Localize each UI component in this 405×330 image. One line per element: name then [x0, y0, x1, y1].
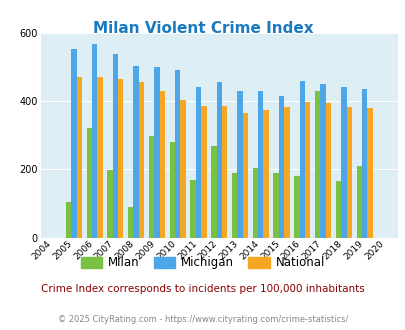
Text: Crime Index corresponds to incidents per 100,000 inhabitants: Crime Index corresponds to incidents per…	[41, 284, 364, 294]
Bar	[159, 91, 164, 238]
Legend: Milan, Michigan, National: Milan, Michigan, National	[76, 252, 329, 274]
Bar	[242, 113, 247, 238]
Bar	[346, 107, 351, 238]
Text: Milan Violent Crime Index: Milan Violent Crime Index	[92, 21, 313, 36]
Bar	[222, 106, 227, 238]
Bar	[320, 84, 325, 238]
Bar	[86, 128, 92, 238]
Bar	[263, 110, 268, 238]
Bar	[66, 202, 71, 238]
Bar	[175, 70, 180, 238]
Bar	[107, 170, 113, 238]
Bar	[340, 86, 346, 238]
Bar	[361, 89, 367, 238]
Bar	[200, 106, 206, 238]
Bar	[258, 91, 263, 238]
Bar	[71, 49, 77, 238]
Bar	[113, 54, 118, 238]
Bar	[77, 77, 82, 238]
Bar	[128, 207, 133, 238]
Bar	[190, 180, 195, 238]
Bar	[195, 86, 200, 238]
Bar	[139, 82, 144, 238]
Bar	[294, 176, 299, 238]
Bar	[97, 77, 102, 238]
Bar	[180, 100, 185, 238]
Bar	[216, 82, 222, 238]
Bar	[325, 103, 330, 238]
Text: © 2025 CityRating.com - https://www.cityrating.com/crime-statistics/: © 2025 CityRating.com - https://www.city…	[58, 315, 347, 324]
Bar	[237, 91, 242, 238]
Bar	[335, 181, 340, 238]
Bar	[169, 142, 175, 238]
Bar	[304, 102, 310, 238]
Bar	[133, 66, 139, 238]
Bar	[299, 81, 304, 238]
Bar	[273, 174, 278, 238]
Bar	[252, 168, 258, 238]
Bar	[356, 166, 361, 238]
Bar	[211, 146, 216, 238]
Bar	[284, 107, 289, 238]
Bar	[154, 67, 159, 238]
Bar	[367, 108, 372, 238]
Bar	[314, 91, 320, 238]
Bar	[231, 174, 237, 238]
Bar	[278, 96, 284, 238]
Bar	[118, 79, 123, 238]
Bar	[92, 44, 97, 238]
Bar	[149, 136, 154, 238]
